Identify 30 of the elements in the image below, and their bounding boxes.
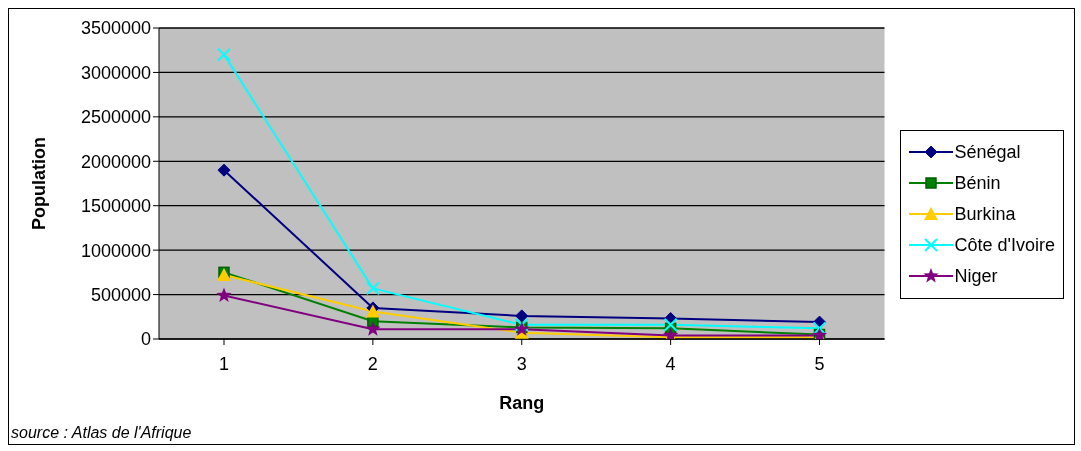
point <box>217 47 231 62</box>
point <box>216 287 232 302</box>
y-tick-label: 0 <box>140 329 151 350</box>
point <box>365 281 380 296</box>
point <box>365 321 381 336</box>
source-note: source : Atlas de l'Afrique <box>11 424 192 442</box>
legend-label: Niger <box>954 265 998 287</box>
point <box>217 163 231 177</box>
x-tick-label: 3 <box>516 353 527 374</box>
y-tick-label: 500000 <box>90 284 151 305</box>
legend-label: Sénégal <box>954 141 1021 163</box>
legend-label: Côte d'Ivoire <box>954 234 1055 256</box>
legend-label: Bénin <box>954 172 1001 194</box>
x-tick-label: 1 <box>218 353 230 374</box>
y-tick-label: 1500000 <box>80 196 151 217</box>
x-tick-label: 5 <box>814 353 825 374</box>
x-tick-label: 4 <box>665 353 676 374</box>
y-tick-label: 3000000 <box>80 62 151 83</box>
y-tick-label: 2000000 <box>80 151 151 172</box>
point <box>663 317 678 332</box>
y-tick-label: 1000000 <box>80 240 151 261</box>
legend-label: Burkina <box>954 203 1016 225</box>
y-tick-label: 2500000 <box>80 107 151 128</box>
y-axis-title: Population <box>29 137 50 230</box>
y-tick-label: 3500000 <box>80 18 151 39</box>
x-axis-title: Rang <box>499 393 545 413</box>
point <box>514 317 529 332</box>
x-tick-label: 2 <box>367 353 378 374</box>
point <box>812 321 827 336</box>
point <box>515 309 529 323</box>
